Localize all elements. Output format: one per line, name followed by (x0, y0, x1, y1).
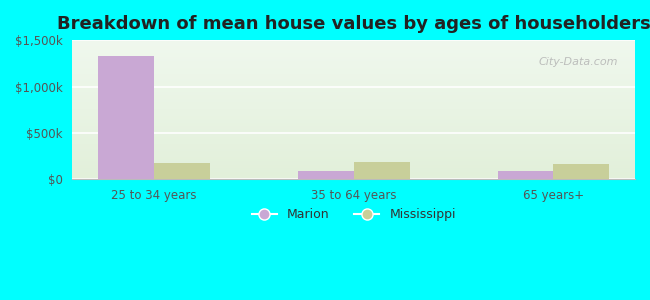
Bar (497, 171, 554, 179)
Text: City-Data.com: City-Data.com (539, 57, 618, 67)
Bar (98, 56, 154, 179)
Bar (154, 163, 210, 179)
Bar (554, 164, 610, 179)
Bar (298, 171, 354, 179)
Bar (354, 162, 410, 179)
Title: Breakdown of mean house values by ages of householders: Breakdown of mean house values by ages o… (57, 15, 650, 33)
Legend: Marion, Mississippi: Marion, Mississippi (246, 203, 461, 226)
